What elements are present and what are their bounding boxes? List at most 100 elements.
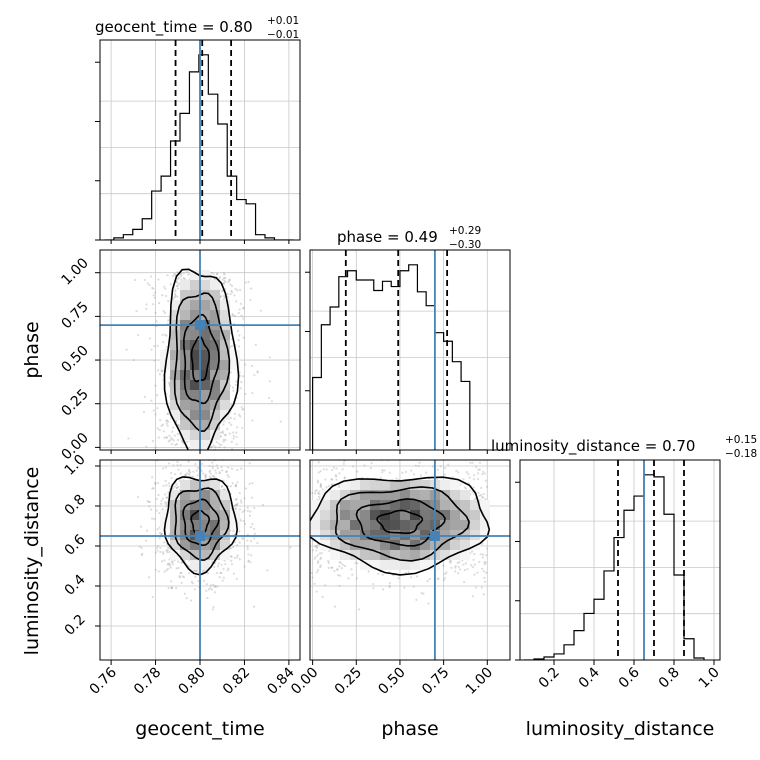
scatter-panel-geocent-time-vs-phase-point <box>155 320 158 323</box>
scatter-panel-geocent-time-vs-luminosity-distance-point <box>227 475 230 478</box>
scatter-panel-geocent-time-vs-phase-point <box>162 430 165 433</box>
scatter-panel-phase-vs-luminosity-distance-density-cell <box>320 510 330 520</box>
scatter-panel-geocent-time-vs-luminosity-distance-point <box>165 496 168 499</box>
scatter-panel-geocent-time-vs-phase-point <box>215 272 219 275</box>
scatter-panel-geocent-time-vs-phase-density-cell <box>220 370 230 380</box>
scatter-panel-geocent-time-vs-luminosity-distance-point <box>227 567 230 570</box>
scatter-panel-phase-vs-luminosity-distance-density-cell <box>400 550 410 560</box>
scatter-panel-geocent-time-vs-luminosity-distance-point <box>205 583 209 586</box>
scatter-panel-phase-vs-luminosity-distance-density-cell <box>320 520 330 530</box>
scatter-panel-geocent-time-vs-phase-density-cell <box>170 400 180 410</box>
scatter-panel-geocent-time-vs-luminosity-distance-point <box>189 471 192 474</box>
scatter-panel-geocent-time-vs-luminosity-distance-density-cell <box>210 510 220 520</box>
scatter-panel-geocent-time-vs-phase-point <box>186 273 190 276</box>
xtick-label-phase: 0.75 <box>419 665 452 698</box>
scatter-panel-geocent-time-vs-phase-point <box>222 282 225 285</box>
scatter-panel-geocent-time-vs-luminosity-distance-point <box>167 537 170 540</box>
scatter-panel-phase-vs-luminosity-distance-density-cell <box>480 500 490 510</box>
scatter-panel-geocent-time-vs-phase-point <box>176 271 179 274</box>
scatter-panel-geocent-time-vs-luminosity-distance-point <box>151 476 154 479</box>
scatter-panel-phase-vs-luminosity-distance-point <box>319 564 322 567</box>
scatter-panel-geocent-time-vs-luminosity-distance-point <box>159 550 162 553</box>
scatter-panel-geocent-time-vs-phase-point <box>161 294 164 297</box>
scatter-panel-geocent-time-vs-luminosity-distance-point <box>238 492 241 495</box>
scatter-panel-phase-vs-luminosity-distance-point <box>388 582 391 585</box>
scatter-panel-geocent-time-vs-phase-point <box>158 373 161 376</box>
scatter-panel-phase-vs-luminosity-distance-point <box>338 472 341 475</box>
scatter-panel-geocent-time-vs-phase-point <box>166 424 169 427</box>
scatter-panel-phase-vs-luminosity-distance-point <box>443 473 447 476</box>
scatter-panel-phase-vs-luminosity-distance-density-cell <box>450 540 460 550</box>
hist-panel-luminosity-distance <box>515 459 721 661</box>
scatter-panel-phase-vs-luminosity-distance-point <box>337 574 340 577</box>
scatter-panel-phase-vs-luminosity-distance-point <box>436 468 439 471</box>
scatter-panel-phase-vs-luminosity-distance-point <box>454 565 457 568</box>
scatter-panel-geocent-time-vs-phase-point <box>132 358 135 362</box>
scatter-panel-phase-vs-luminosity-distance-point <box>449 561 452 564</box>
scatter-panel-geocent-time-vs-luminosity-distance-point <box>180 561 183 564</box>
scatter-panel-geocent-time-vs-luminosity-distance-density-cell <box>220 500 230 510</box>
scatter-panel-geocent-time-vs-luminosity-distance-point <box>187 572 191 575</box>
scatter-panel-geocent-time-vs-luminosity-distance-point <box>149 508 153 511</box>
scatter-panel-phase-vs-luminosity-distance-density-cell <box>410 500 420 510</box>
scatter-panel-geocent-time-vs-phase-point <box>152 409 155 412</box>
scatter-panel-geocent-time-vs-luminosity-distance-point <box>136 496 140 499</box>
scatter-panel-phase-vs-luminosity-distance-density-cell <box>390 480 400 490</box>
scatter-panel-geocent-time-vs-phase-point <box>222 440 225 443</box>
scatter-panel-geocent-time-vs-phase-point <box>154 446 157 449</box>
scatter-panel-geocent-time-vs-luminosity-distance-point <box>195 569 198 572</box>
scatter-panel-phase-vs-luminosity-distance-point <box>407 570 410 574</box>
scatter-panel-geocent-time-vs-luminosity-distance-point <box>192 470 195 473</box>
scatter-panel-geocent-time-vs-luminosity-distance-density-cell <box>220 550 230 560</box>
scatter-panel-geocent-time-vs-luminosity-distance-point <box>211 608 215 611</box>
scatter-panel-geocent-time-vs-phase-point <box>151 303 155 306</box>
scatter-panel-phase-vs-luminosity-distance-point <box>321 455 323 457</box>
scatter-panel-phase-vs-luminosity-distance-point <box>427 602 430 605</box>
scatter-panel-geocent-time-vs-luminosity-distance-point <box>266 569 269 572</box>
scatter-panel-phase-vs-luminosity-distance-density-cell <box>340 500 350 510</box>
scatter-panel-geocent-time-vs-luminosity-distance-point <box>186 472 189 475</box>
scatter-panel-phase-vs-luminosity-distance-point <box>369 467 372 470</box>
scatter-panel-geocent-time-vs-luminosity-distance-point <box>157 570 160 573</box>
scatter-panel-phase-vs-luminosity-distance-point <box>482 593 485 596</box>
xtick-label-luminosity-distance: 0.8 <box>656 665 683 692</box>
scatter-panel-geocent-time-vs-phase-point <box>228 278 231 281</box>
scatter-panel-geocent-time-vs-phase-point <box>161 333 164 336</box>
scatter-panel-geocent-time-vs-phase-point <box>154 413 157 416</box>
scatter-panel-geocent-time-vs-luminosity-distance-point <box>144 539 148 542</box>
scatter-panel-phase-vs-luminosity-distance-density-cell <box>450 490 460 500</box>
scatter-panel-phase-vs-luminosity-distance-point <box>331 468 334 472</box>
scatter-panel-geocent-time-vs-phase-density-cell <box>190 280 200 290</box>
scatter-panel-phase-vs-luminosity-distance-density-cell <box>410 550 420 560</box>
scatter-panel-phase-vs-luminosity-distance-point <box>451 476 454 479</box>
scatter-panel-geocent-time-vs-luminosity-distance-point <box>250 554 253 557</box>
scatter-panel-geocent-time-vs-phase-point <box>148 283 151 287</box>
scatter-panel-phase-vs-luminosity-distance-density-cell <box>310 520 320 530</box>
scatter-panel-geocent-time-vs-luminosity-distance-point <box>177 485 180 489</box>
scatter-panel-phase-vs-luminosity-distance-point <box>319 483 322 486</box>
scatter-panel-phase-vs-luminosity-distance-point <box>317 461 320 464</box>
scatter-panel-geocent-time-vs-phase-density-cell <box>200 390 210 400</box>
scatter-panel-phase-vs-luminosity-distance-point <box>483 576 486 580</box>
scatter-panel-geocent-time-vs-phase-density-cell <box>190 270 200 280</box>
scatter-panel-phase-vs-luminosity-distance-density-cell <box>360 480 370 490</box>
scatter-panel-geocent-time-vs-luminosity-distance-point <box>213 591 217 594</box>
scatter-panel-geocent-time-vs-luminosity-distance-density-cell <box>220 540 230 550</box>
scatter-panel-geocent-time-vs-luminosity-distance-point <box>252 605 256 608</box>
scatter-panel-geocent-time-vs-luminosity-distance-density-cell <box>200 560 210 570</box>
scatter-panel-phase-vs-luminosity-distance-point <box>372 587 375 590</box>
scatter-panel-geocent-time-vs-luminosity-distance-point <box>168 485 171 488</box>
scatter-panel-phase-vs-luminosity-distance-point <box>471 595 474 598</box>
scatter-panel-phase-vs-luminosity-distance-density-cell <box>350 550 360 560</box>
scatter-panel-phase-vs-luminosity-distance-density-cell <box>470 500 480 510</box>
scatter-panel-geocent-time-vs-luminosity-distance-point <box>216 467 219 470</box>
scatter-panel-geocent-time-vs-luminosity-distance-point <box>248 462 251 465</box>
scatter-panel-phase-vs-luminosity-distance-point <box>473 497 476 501</box>
svg-text:+0.29: +0.29 <box>449 225 481 237</box>
scatter-panel-phase-vs-luminosity-distance-point <box>335 568 339 571</box>
scatter-panel-geocent-time-vs-phase-density-cell <box>200 360 210 370</box>
scatter-panel-geocent-time-vs-luminosity-distance-point <box>148 505 151 508</box>
scatter-panel-phase-vs-luminosity-distance-density-cell <box>340 480 350 490</box>
scatter-panel-geocent-time-vs-luminosity-distance-density-cell <box>190 510 200 520</box>
scatter-panel-geocent-time-vs-luminosity-distance-point <box>152 487 155 490</box>
